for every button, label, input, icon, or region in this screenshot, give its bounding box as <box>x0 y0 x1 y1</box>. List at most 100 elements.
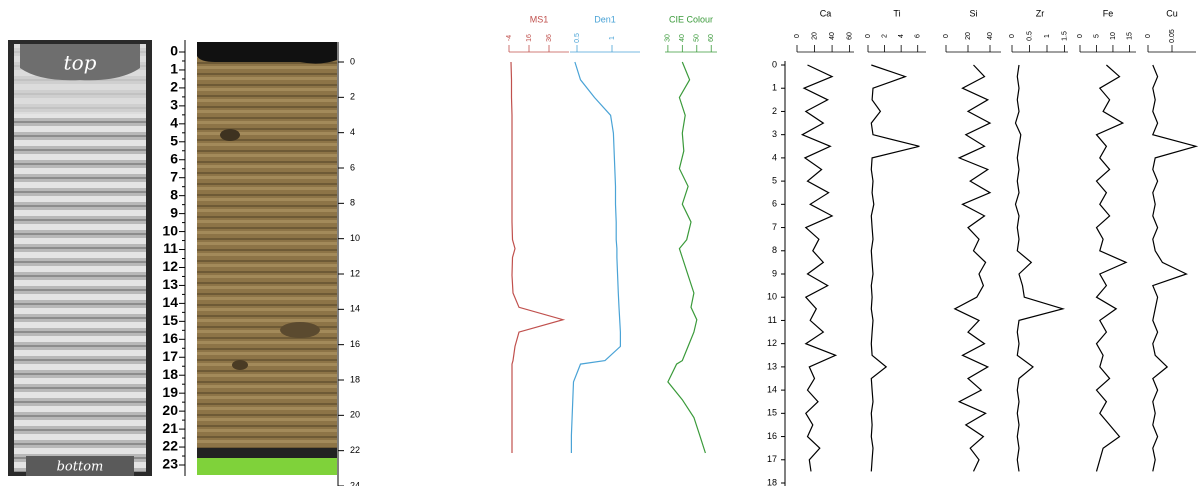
series-title: Ca <box>820 8 832 18</box>
depth-label: 6 <box>772 199 777 209</box>
profile-line <box>667 61 706 454</box>
top-label: top <box>64 51 97 75</box>
depth-label: 17 <box>162 348 178 364</box>
series-title: Si <box>969 8 977 18</box>
depth-label: 23 <box>162 456 178 472</box>
depth-label: 0 <box>772 59 777 69</box>
depth-label: 17 <box>767 454 777 464</box>
depth-label: 21 <box>162 420 178 436</box>
x-tick-label: 1 <box>609 36 616 40</box>
x-tick-label: 0 <box>1077 34 1084 38</box>
x-tick-label: 40 <box>679 34 686 42</box>
x-tick-label: 0 <box>794 34 801 38</box>
profile-line <box>800 64 838 472</box>
depth-label: 19 <box>162 384 178 400</box>
x-tick-label: 0 <box>943 34 950 38</box>
depth-label: 8 <box>170 186 178 202</box>
depth-label: 7 <box>170 168 178 184</box>
depth-label: 10 <box>162 222 178 238</box>
depth-label: 5 <box>772 175 777 185</box>
x-tick-label: 60 <box>846 32 853 40</box>
x-tick-label: 40 <box>829 32 836 40</box>
depth-label: 15 <box>767 408 777 418</box>
x-tick-label: 2 <box>881 34 888 38</box>
depth-label: 4 <box>170 115 178 131</box>
series-title: Den1 <box>594 14 616 24</box>
series-title: Zr <box>1036 8 1045 18</box>
series-title: Cu <box>1166 8 1178 18</box>
profile-line <box>570 61 621 453</box>
depth-label: 13 <box>162 276 178 292</box>
profile-line <box>870 64 920 472</box>
depth-label: 15 <box>162 312 178 328</box>
depth-label: 12 <box>162 258 178 274</box>
x-tick-label: 50 <box>694 34 701 42</box>
x-tick-label: 30 <box>665 34 672 42</box>
depth-label: 12 <box>767 338 777 348</box>
x-tick-label: 1.5 <box>1061 31 1068 41</box>
x-tick-label: 0.5 <box>574 33 581 43</box>
depth-label: 6 <box>170 150 178 166</box>
x-tick-label: 40 <box>987 32 994 40</box>
x-tick-label: 20 <box>965 32 972 40</box>
profile-line <box>1014 64 1066 472</box>
x-tick-label: 20 <box>811 32 818 40</box>
depth-label: 10 <box>767 292 777 302</box>
depth-label: 11 <box>768 315 777 325</box>
depth-label: 16 <box>767 431 777 441</box>
x-tick-label: 10 <box>1110 32 1117 40</box>
depth-label: 8 <box>772 245 777 255</box>
depth-label: 22 <box>162 438 178 454</box>
depth-label: 22 <box>350 445 360 455</box>
depth-label: 20 <box>162 402 178 418</box>
x-tick-label: 0 <box>865 34 872 38</box>
depth-label: 12 <box>350 268 360 278</box>
x-tick-label: 0 <box>1145 34 1152 38</box>
xray-image: top bottom <box>8 40 152 476</box>
x-tick-label: 6 <box>915 34 922 38</box>
x-tick-label: 0 <box>1009 34 1016 38</box>
series-title: Ti <box>893 8 900 18</box>
x-tick-label: 16 <box>526 34 533 42</box>
depth-label: 18 <box>767 477 777 486</box>
depth-label: 2 <box>772 106 777 116</box>
x-tick-label: -4 <box>506 35 513 41</box>
depth-label: 5 <box>170 132 178 148</box>
depth-label: 16 <box>162 330 178 346</box>
depth-label: 2 <box>170 79 178 95</box>
bottom-label: bottom <box>57 460 104 475</box>
profile-line <box>1151 64 1198 472</box>
depth-label: 9 <box>170 204 178 220</box>
depth-label: 1 <box>170 61 178 77</box>
depth-label: 0 <box>170 43 178 59</box>
x-tick-label: 36 <box>546 34 553 42</box>
x-tick-label: 60 <box>708 34 715 42</box>
depth-label: 14 <box>162 294 178 310</box>
depth-label: 7 <box>772 222 777 232</box>
x-tick-label: 4 <box>898 34 905 38</box>
depth-label: 8 <box>350 198 355 208</box>
depth-label: 10 <box>350 233 360 243</box>
depth-label: 20 <box>350 410 360 420</box>
depth-label: 11 <box>163 240 178 256</box>
series-title: CIE Colour <box>669 14 713 24</box>
depth-label: 2 <box>350 92 355 102</box>
depth-label: 16 <box>350 339 360 349</box>
depth-label: 3 <box>170 97 178 113</box>
depth-label: 18 <box>350 374 360 384</box>
depth-label: 4 <box>772 152 777 162</box>
depth-label: 4 <box>350 127 355 137</box>
depth-label: 3 <box>772 129 777 139</box>
x-tick-label: 0.05 <box>1169 29 1176 43</box>
core-photo <box>197 42 337 475</box>
x-tick-label: 1 <box>1044 34 1051 38</box>
depth-label: 0 <box>350 56 355 66</box>
profile-line <box>510 61 566 453</box>
series-title: Fe <box>1103 8 1114 18</box>
depth-label: 9 <box>772 268 777 278</box>
depth-label: 1 <box>772 83 777 93</box>
series-title: MS1 <box>530 14 549 24</box>
depth-label: 13 <box>767 361 777 371</box>
